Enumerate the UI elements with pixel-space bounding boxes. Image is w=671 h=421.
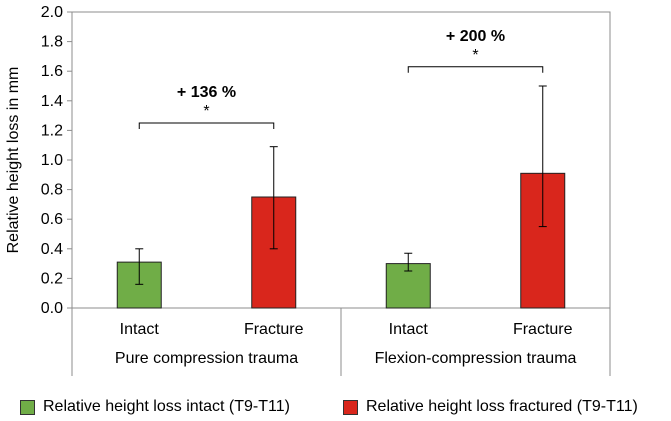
significance-bracket: [138, 122, 275, 129]
legend: Relative height loss intact (T9-T11) Rel…: [0, 396, 671, 420]
group-label: Flexion-compression trauma: [375, 350, 577, 367]
percent-increase-label: + 200 %: [446, 28, 505, 45]
y-tick-label: 1.8: [41, 34, 63, 51]
y-axis-title: Relative height loss in mm: [5, 67, 22, 254]
legend-item-fractured: Relative height loss fractured (T9-T11): [343, 398, 638, 416]
group-label: Pure compression trauma: [115, 350, 298, 367]
y-tick-label: 0.6: [41, 211, 63, 228]
category-label: Fracture: [244, 321, 304, 338]
legend-label-intact: Relative height loss intact (T9-T11): [43, 398, 290, 415]
y-tick-label: 1.4: [41, 93, 63, 110]
legend-swatch-fractured: [343, 399, 358, 415]
y-tick-label: 1.2: [41, 122, 63, 139]
x-axis: Intact Fracture Intact Fracture Pure compres…: [71, 308, 611, 376]
category-label: Fracture: [513, 321, 573, 338]
significance-star: *: [203, 103, 209, 120]
category-label: Intact: [389, 321, 429, 338]
y-axis-ticks: 0.0 0.2 0.4 0.6 0.8 1.0 1.2 1.4 1.6 1.8 2.0: [41, 4, 72, 317]
y-tick-label: 1.0: [41, 152, 63, 169]
legend-item-intact: Relative height loss intact (T9-T11): [20, 398, 290, 416]
y-tick-label: 0.8: [41, 182, 63, 199]
chart: 0.0 0.2 0.4 0.6 0.8 1.0 1.2 1.4 1.6 1.8 2.0 Relati…: [5, 4, 611, 376]
error-bars: [135, 85, 547, 285]
y-tick-label: 1.6: [41, 63, 63, 80]
significance-star: *: [472, 47, 478, 64]
y-tick-label: 0.2: [41, 270, 63, 287]
legend-label-fractured: Relative height loss fractured (T9-T11): [366, 398, 638, 415]
bar: [251, 196, 297, 309]
y-tick-label: 2.0: [41, 4, 63, 21]
bars: [116, 172, 566, 309]
significance-bracket: [407, 66, 544, 73]
legend-swatch-intact: [20, 399, 35, 415]
y-tick-label: 0.0: [41, 300, 63, 317]
y-tick-label: 0.4: [41, 241, 63, 258]
percent-increase-label: + 136 %: [177, 84, 236, 101]
category-label: Intact: [120, 321, 160, 338]
annotations: * + 136 % * + 200 %: [138, 28, 544, 129]
